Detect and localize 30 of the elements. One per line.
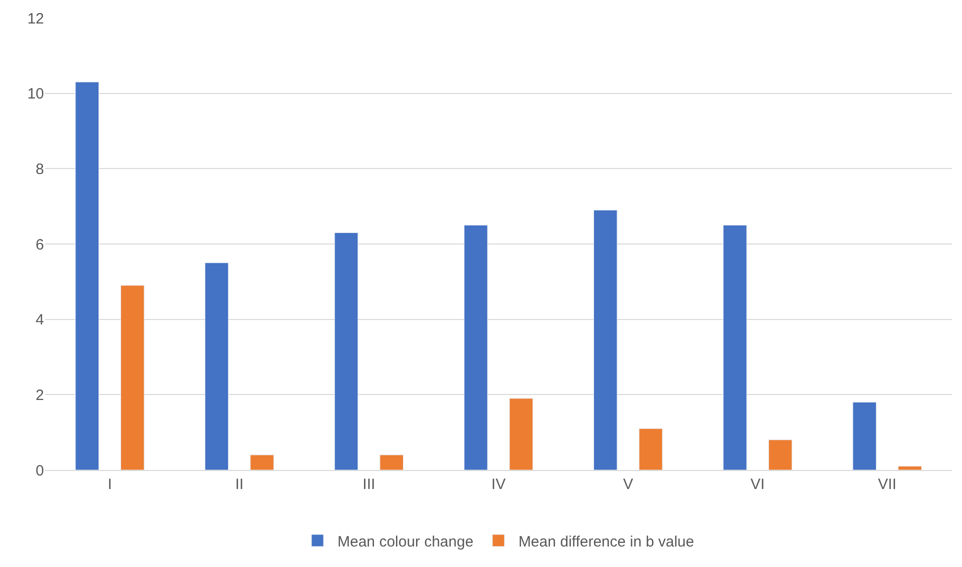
- bar: [768, 440, 792, 470]
- y-tick-label: 0: [36, 462, 44, 480]
- x-tick-label: IV: [491, 476, 506, 493]
- legend-label: Mean difference in b value: [518, 533, 694, 550]
- bar: [852, 402, 876, 470]
- bar: [334, 232, 358, 470]
- y-tick-label: 12: [27, 10, 44, 28]
- bar: [380, 454, 404, 470]
- x-tick-label: II: [235, 476, 244, 493]
- bar: [593, 210, 618, 470]
- bar: [75, 82, 100, 470]
- y-tick-label: 2: [36, 386, 44, 404]
- bar: [898, 466, 922, 470]
- bar: [723, 224, 747, 470]
- x-tick-label: VI: [750, 476, 765, 493]
- bar: [120, 285, 144, 470]
- x-tick-label: V: [623, 476, 634, 493]
- y-tick-label: 8: [36, 160, 44, 178]
- bar: [638, 428, 663, 470]
- bar: [204, 262, 229, 470]
- y-tick-label: 4: [36, 312, 44, 329]
- legend-label: Mean colour change: [338, 533, 474, 550]
- bar: [250, 454, 274, 470]
- bar: [509, 398, 534, 470]
- x-tick-label: III: [362, 476, 376, 493]
- y-tick-label: 10: [27, 86, 44, 103]
- y-tick-label: 6: [36, 236, 44, 254]
- x-tick-label: VII: [878, 476, 896, 493]
- x-tick-label: I: [108, 476, 112, 493]
- bar: [464, 224, 488, 470]
